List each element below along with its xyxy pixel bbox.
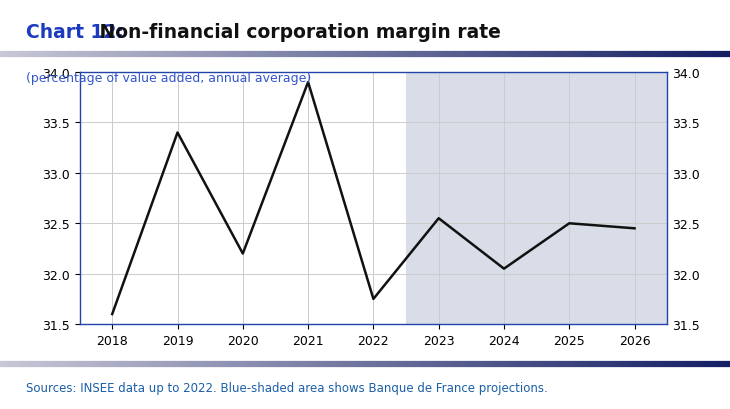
- Text: Chart 12:: Chart 12:: [26, 22, 123, 41]
- Text: Sources: INSEE data up to 2022. Blue-shaded area shows Banque de France projecti: Sources: INSEE data up to 2022. Blue-sha…: [26, 381, 547, 394]
- Text: (percentage of value added, annual average): (percentage of value added, annual avera…: [26, 72, 311, 85]
- Bar: [406, 73, 667, 324]
- Text: Non-financial corporation margin rate: Non-financial corporation margin rate: [93, 22, 501, 41]
